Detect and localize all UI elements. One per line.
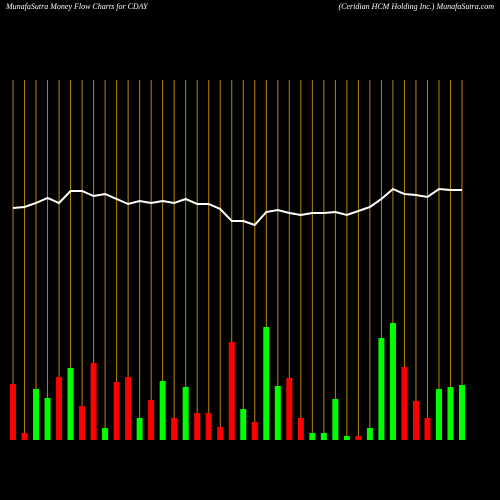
bar [113, 382, 120, 440]
bar [343, 436, 350, 440]
bar [263, 327, 270, 440]
bar [424, 418, 431, 440]
bar [447, 387, 454, 440]
bar [102, 428, 109, 440]
bar [274, 386, 281, 440]
bar [79, 406, 86, 440]
bar [182, 387, 189, 440]
money-flow-line [12, 187, 462, 227]
bar [459, 385, 465, 440]
bar [228, 342, 235, 440]
bar [286, 378, 293, 440]
bar [90, 363, 97, 440]
bar [389, 323, 396, 440]
bar [136, 418, 143, 440]
bar [332, 399, 339, 440]
bar [240, 409, 247, 440]
bar [412, 401, 419, 440]
bar [205, 413, 212, 440]
bar [171, 418, 178, 440]
bar [21, 433, 28, 440]
bar [44, 398, 51, 440]
bar [251, 422, 258, 440]
bar [378, 338, 385, 440]
bar [217, 427, 224, 440]
bar [194, 413, 201, 440]
chart-subtitle: (Ceridian HCM Holding Inc.) MunafaSutra.… [338, 2, 494, 11]
bar [297, 418, 304, 440]
chart-title: MunafaSutra Money Flow Charts for CDAY [5, 2, 149, 11]
bar [125, 377, 132, 440]
bar [10, 384, 16, 440]
bar [33, 389, 40, 440]
bar [159, 381, 166, 440]
bar [148, 400, 155, 440]
bar [309, 433, 316, 440]
bar [67, 368, 74, 440]
bar [401, 367, 408, 440]
bar [366, 428, 373, 440]
bar [320, 433, 327, 440]
bar [435, 389, 442, 440]
bar [56, 377, 63, 440]
bar [355, 436, 362, 440]
